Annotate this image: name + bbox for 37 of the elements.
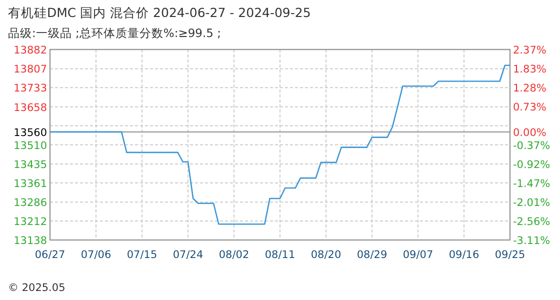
x-tick-label: 09/16 [448,249,480,261]
x-tick-label: 09/25 [494,249,526,261]
y-tick-label: 13435 [14,158,47,171]
y-tick-label: 13560 [14,126,47,139]
x-tick-label: 08/11 [264,249,296,261]
y2-tick-label: 2.37% [513,44,546,56]
y-tick-label: 13361 [14,178,47,190]
y2-tick-label: 0.73% [513,102,546,114]
x-tick-label: 09/07 [402,249,434,261]
chart-title: 有机硅DMC 国内 混合价 2024-06-27 - 2024-09-25 [8,5,311,20]
y2-tick-label: -2.56% [513,216,550,228]
y2-tick-label: -2.01% [513,196,550,209]
y2-tick-label: 1.28% [513,82,546,94]
y-tick-label: 13510 [14,140,47,152]
text: © 2025.05 [8,282,66,294]
y2-tick-label: 0.00% [513,126,546,139]
x-tick-label: 06/27 [34,249,66,261]
y-tick-label: 13733 [14,82,47,95]
line-series [49,64,511,225]
x-tick-label: 08/29 [356,249,388,261]
y-tick-label: 13138 [14,235,47,247]
y-tick-label: 13882 [14,44,47,56]
y2-tick-label: 1.83% [513,63,546,76]
x-tick-label: 08/20 [310,249,342,261]
chart-subtitle: 品级:一级品 ;总环体质量分数%:≥99.5 ; [8,26,221,40]
y-tick-label: 13212 [14,216,47,228]
x-tick-label: 07/06 [80,249,112,261]
x-tick-label: 08/02 [218,249,250,261]
y2-tick-label: -0.37% [513,140,550,152]
y-tick-label: 13286 [14,197,48,210]
x-tick-label: 07/15 [126,249,158,261]
y-tick-label: 13807 [14,64,47,76]
x-tick-label: 07/24 [172,249,204,261]
y2-tick-label: -1.47% [513,178,550,190]
y-tick-label: 13658 [14,102,47,114]
y2-tick-label: -0.92% [513,158,550,171]
y2-tick-label: -3.11% [513,235,550,247]
